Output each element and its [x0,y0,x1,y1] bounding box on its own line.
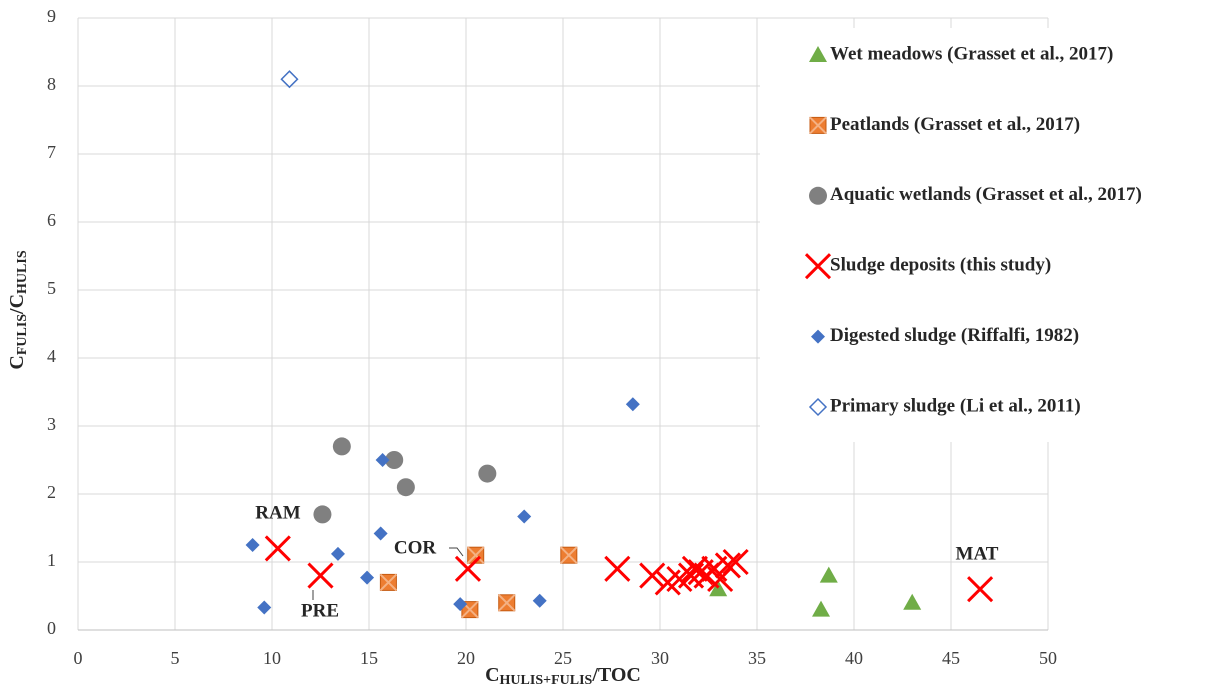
y-tick-label: 9 [47,6,56,26]
y-tick-label: 6 [47,210,56,230]
circle-marker [396,478,415,497]
annotation: COR [394,537,437,558]
legend-label: Aquatic wetlands (Grasset et al., 2017) [830,184,1142,205]
square-pattern [379,573,398,592]
diamond-marker [373,526,388,541]
y-tick-label: 3 [47,414,56,434]
diamond-marker [625,397,640,412]
cross-marker [967,576,994,603]
x-tick-label: 25 [554,648,572,668]
y-tick-label: 1 [47,550,56,570]
x-tick-label: 45 [942,648,960,668]
x-axis-title-part: /TOC [591,664,641,686]
circle-marker [478,464,497,483]
y-tick-label: 0 [47,618,56,638]
square-pattern [809,116,827,135]
cross-marker [639,562,666,589]
open-diamond-marker [280,70,299,89]
diamond-marker [517,509,532,524]
square-marker [498,594,516,612]
diamond-marker [245,538,260,552]
x-tick-label: 20 [457,648,475,668]
square-marker [809,116,827,135]
y-axis-title-part: HULIS [15,250,30,294]
square-marker [560,546,578,564]
x-tick-label: 50 [1039,648,1057,668]
legend-label: Digested sludge (Riffalfi, 1982) [830,325,1079,346]
cross-marker [804,253,832,280]
diamond-marker [375,453,390,467]
square-pattern [560,546,578,564]
x-tick-label: 30 [651,648,669,668]
triangle-marker [903,593,922,610]
square-marker [466,546,485,564]
triangle-marker [809,46,827,62]
cross-marker [714,552,741,579]
diamond-marker [257,600,272,615]
square-pattern [466,546,485,564]
legend-box [760,28,1212,442]
y-tick-label: 7 [47,142,56,162]
legend-label: Peatlands (Grasset et al., 2017) [830,114,1080,135]
cross-marker [722,548,749,576]
open-diamond-marker [808,397,828,417]
cross-marker [307,562,334,589]
cross-marker [264,535,291,562]
circle-marker [385,451,404,469]
legend-label: Primary sludge (Li et al., 2011) [830,395,1081,416]
diamond-marker [360,570,375,585]
marks [245,70,994,619]
leader-line [449,547,464,557]
y-axis-title-part: /C [6,294,28,315]
y-tick-label: 8 [47,74,56,94]
x-axis-title-part: HULIS+FULIS [500,673,593,688]
diamond-marker [453,597,468,612]
y-axis-title: CFULIS/CHULIS [6,250,31,369]
y-axis-title-part: FULIS [15,314,30,355]
x-tick-label: 15 [360,648,378,668]
circle-marker [809,186,827,205]
cross-marker [604,555,631,582]
x-tick-label: 35 [748,648,766,668]
annotation: MAT [956,543,999,564]
triangle-marker [709,580,728,597]
square-marker [461,600,479,619]
legend-label: Sludge deposits (this study) [830,255,1051,276]
triangle-marker [812,600,831,617]
x-tick-label: 5 [171,648,180,668]
diamond-marker [330,546,345,561]
x-tick-label: 40 [845,648,863,668]
x-tick-label: 0 [74,648,83,668]
y-tick-label: 4 [47,346,56,366]
x-axis-title-part: C [485,664,499,686]
annotation: RAM [255,502,300,523]
circle-marker [313,505,332,524]
annotation: PRE [301,600,339,621]
diamond-marker [811,329,825,344]
circle-marker [332,437,351,456]
square-pattern [498,594,516,612]
legend-label: Wet meadows (Grasset et al., 2017) [830,43,1113,64]
x-tick-label: 10 [263,648,281,668]
y-tick-label: 2 [47,482,56,502]
diamond-marker [532,593,547,608]
x-axis-title: CHULIS+FULIS/TOC [485,664,641,689]
square-marker [379,573,398,592]
cross-marker [454,555,482,582]
y-tick-label: 5 [47,278,56,298]
y-axis-title-part: C [6,355,28,369]
triangle-marker [819,566,838,583]
cross-marker [681,555,708,582]
